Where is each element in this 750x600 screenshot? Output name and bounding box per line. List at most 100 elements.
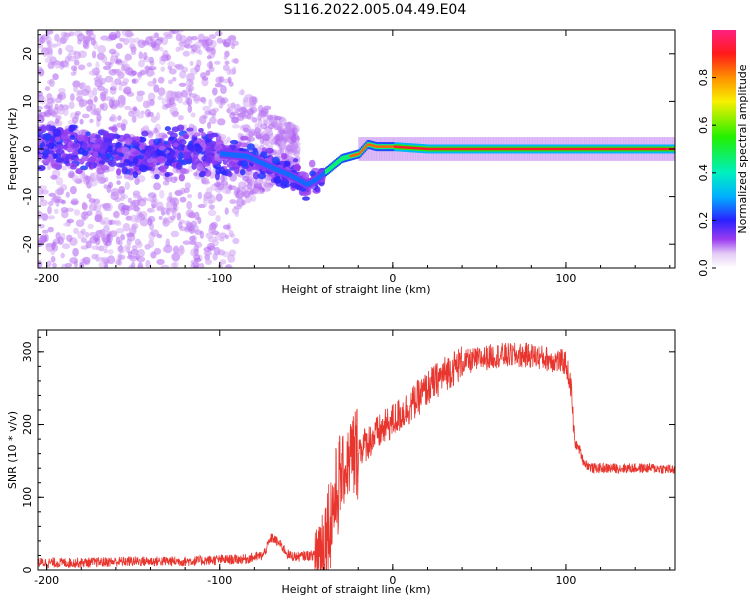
spectrogram-ridge-core	[404, 146, 408, 149]
spectrogram-noise-blob	[214, 30, 223, 37]
spectrogram-ridge-mid	[345, 154, 348, 160]
spectrogram-cluster-blob	[283, 160, 291, 167]
spectrogram-ridge-core	[554, 147, 557, 151]
spectrogram-noise-blob	[185, 96, 190, 105]
spectrogram-noise-blob	[156, 258, 165, 265]
spectrogram-noise-blob	[49, 43, 59, 48]
spectrogram-ridge-mid	[241, 153, 245, 159]
spectrogram-noise-blob	[153, 84, 160, 93]
spectrogram-ridge-core	[427, 147, 430, 151]
spectrogram-noise-blob	[194, 241, 203, 249]
spectrogram-noise-blob	[85, 240, 92, 249]
spectrogram-noise-blob	[203, 197, 208, 207]
colorbar-tick-label: 0.6	[697, 116, 710, 134]
spectrogram-ridge-core	[400, 145, 404, 149]
spectrogram-ridge-mid	[344, 155, 347, 161]
spectrogram-ridge-core	[638, 147, 642, 151]
spectrogram-ridge-core	[392, 145, 395, 148]
spectrogram-noise-blob	[114, 196, 122, 203]
spectrogram-noise-blob	[172, 111, 180, 116]
spectrogram-cluster-blob	[55, 157, 65, 163]
spectrogram-noise-blob	[108, 181, 114, 189]
spectrogram-ridge-core	[514, 147, 517, 151]
spectrogram-ridge-core	[471, 147, 474, 151]
spectrogram-ridge-core	[385, 145, 388, 148]
spectrogram-ridge-core	[620, 147, 624, 151]
spectrogram-ridge-core	[515, 147, 518, 151]
spectrogram-noise-blob	[103, 248, 108, 254]
spectrogram-noise-blob	[129, 43, 136, 50]
spectrogram-ridge-core	[528, 147, 531, 151]
spectrogram-cluster-blob	[138, 155, 144, 160]
spectrogram-ridge-core	[464, 147, 467, 151]
spectrogram-noise-blob	[202, 114, 208, 120]
spectrogram-ridge-core	[573, 147, 577, 151]
spectrogram-ridge-core	[375, 145, 379, 148]
spectrogram-cluster-blob	[80, 165, 89, 171]
spectrogram-ridge-mid	[309, 180, 312, 186]
spectrogram-noise-blob	[137, 248, 145, 258]
spectrogram-noise-blob	[122, 208, 130, 216]
spectrogram-noise-blob	[115, 42, 123, 49]
spectrogram-noise-blob	[78, 82, 85, 89]
spectrogram-ridge-core	[663, 147, 667, 151]
spectrogram-noise-blob	[145, 259, 151, 268]
spectrogram-noise-blob	[197, 191, 203, 200]
spectrogram-ridge-core	[647, 147, 650, 151]
spectrogram-noise-blob	[233, 186, 238, 192]
spectrogram-noise-blob	[124, 105, 132, 110]
spectrogram-noise-blob	[225, 264, 231, 268]
spectrogram-ridge-core	[474, 147, 477, 151]
spectrogram-cluster-blob	[182, 151, 191, 160]
spectrogram-cluster-blob	[65, 154, 74, 160]
spectrogram-ridge-core	[512, 147, 516, 151]
spectrogram-ridge-core	[364, 145, 368, 148]
snr-y-tick-label: 0	[21, 567, 34, 574]
snr-x-tick-label: -200	[34, 574, 59, 587]
spectrogram-noise-blob	[148, 239, 155, 248]
spectrogram-ridge-mid	[244, 153, 247, 159]
spectrogram-noise-blob	[208, 98, 213, 108]
spectrogram-ridge-core	[525, 147, 528, 151]
spectrogram-cluster-blob	[164, 126, 171, 132]
spectrogram-noise-blob	[100, 230, 107, 239]
spectrogram-ridge-core	[450, 147, 453, 151]
spectrogram-ridge-core	[640, 147, 643, 151]
spectrogram-cluster-blob	[42, 132, 51, 140]
spectrogram-cluster-blob	[302, 172, 310, 181]
spectrogram-ridge-core	[353, 153, 356, 157]
spectrogram-noise-blob	[250, 194, 257, 202]
spectrogram-ridge-mid	[239, 153, 242, 159]
spectrogram-noise-blob	[235, 193, 245, 199]
spectrogram-cluster-blob	[179, 167, 187, 175]
spectrogram-ridge-core	[615, 147, 618, 151]
spectrogram-ridge-core	[504, 147, 507, 151]
spectrogram-cluster-blob	[52, 153, 62, 159]
spectrogram-noise-blob	[73, 209, 81, 216]
spectrogram-noise-blob	[131, 223, 139, 230]
spectrogram-ridge-core	[597, 147, 600, 151]
spectrogram-noise-blob	[127, 197, 133, 204]
spectrogram-noise-blob	[65, 191, 70, 198]
spectrogram-noise-blob	[215, 193, 223, 202]
spectrogram-noise-blob	[205, 187, 213, 196]
spectrogram-noise-blob	[108, 32, 118, 41]
spectrogram-cluster-blob	[193, 132, 201, 137]
spectrogram-cluster-blob	[95, 134, 102, 140]
spectrogram-noise-blob	[84, 231, 90, 238]
spectrogram-ridge-core	[458, 147, 462, 151]
spectrogram-ridge-core	[443, 147, 446, 151]
spectrogram-cluster-blob	[229, 139, 239, 145]
spectrogram-ridge-core	[616, 147, 620, 151]
spectrogram-cluster-blob	[176, 124, 185, 132]
spectrogram-noise-blob	[104, 176, 109, 183]
spectrogram-ridge-core	[533, 147, 536, 151]
spectrogram-noise-blob	[132, 193, 139, 199]
spectrogram-noise-blob	[40, 234, 48, 243]
spectrogram-cluster-blob	[206, 145, 216, 152]
spectrogram-ridge-core	[373, 144, 376, 148]
spectrogram-ridge-core	[601, 147, 604, 151]
spectrogram-cluster-blob	[95, 138, 103, 145]
spectrogram-cluster-blob	[48, 142, 55, 150]
